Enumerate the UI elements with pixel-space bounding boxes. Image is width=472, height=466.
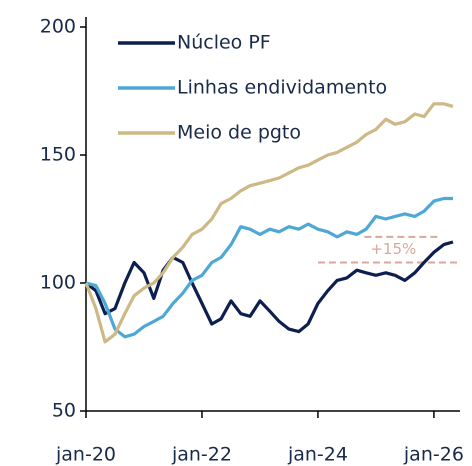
series-line <box>84 102 454 344</box>
x-tick-label: jan-24 <box>287 444 348 466</box>
annotation-text: +15% <box>370 240 416 258</box>
legend-label: Meio de pgto <box>177 122 301 144</box>
series-line <box>85 196 453 339</box>
series-line <box>85 240 454 334</box>
y-tick-label: 200 <box>40 16 76 38</box>
y-tick-label: 50 <box>52 400 76 422</box>
x-tick-label: jan-26 <box>403 444 464 466</box>
y-tick-label: 100 <box>40 272 76 294</box>
x-tick-label: jan-22 <box>171 444 232 466</box>
y-tick-label: 150 <box>40 144 76 166</box>
legend-label: Núcleo PF <box>177 32 271 54</box>
x-tick-label: jan-20 <box>55 444 116 466</box>
legend-label: Linhas endividamento <box>177 77 387 99</box>
